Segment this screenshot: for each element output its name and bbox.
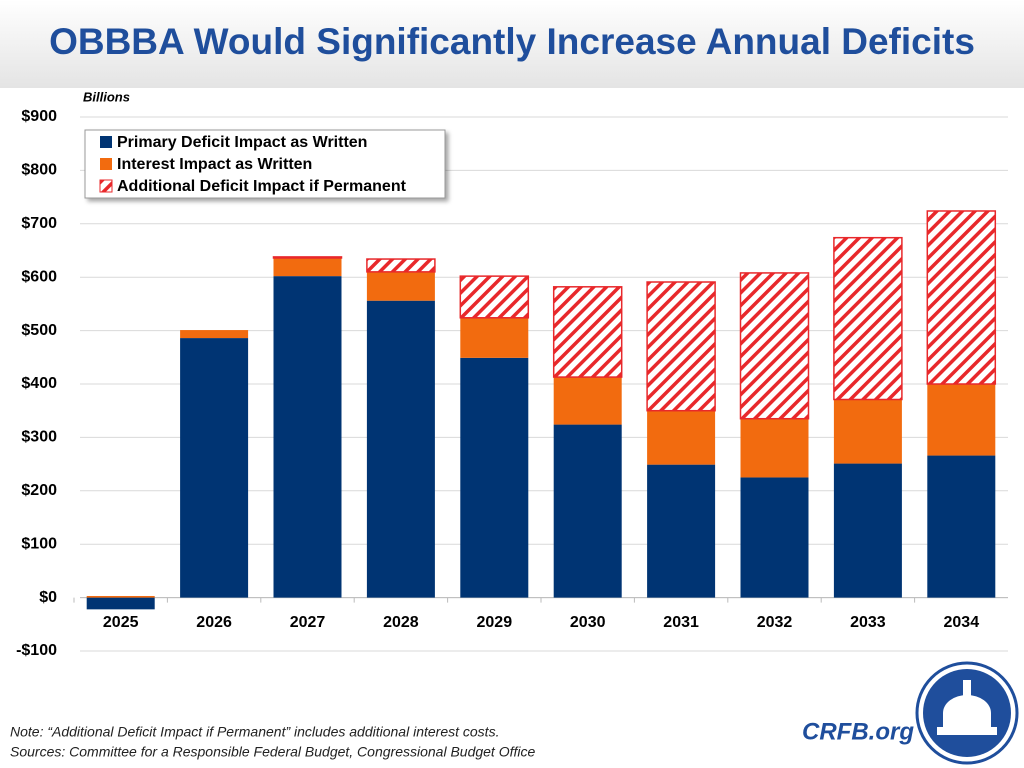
bar (180, 330, 249, 339)
bar (86, 595, 155, 598)
legend-swatch (100, 158, 112, 170)
brand: CRFB.org (802, 718, 914, 745)
legend-box (84, 129, 446, 199)
bar (552, 286, 623, 378)
bar (273, 276, 342, 598)
x-tick-label: 2029 (477, 614, 513, 631)
bar (460, 357, 529, 598)
bar (86, 597, 155, 610)
y-tick-label: $600 (21, 268, 57, 285)
legend-label: Additional Deficit Impact if Permanent (117, 178, 407, 195)
x-tick-label: 2026 (196, 614, 232, 631)
x-tick-label: 2032 (757, 614, 793, 631)
bar (833, 236, 903, 401)
bar (927, 384, 996, 456)
y-tick-label: $100 (21, 535, 57, 552)
bar (647, 464, 716, 598)
y-tick-label: $900 (21, 108, 57, 125)
bar (926, 210, 997, 385)
legend-swatch (99, 179, 113, 193)
y-tick-label: $500 (21, 322, 57, 339)
legend-label: Primary Deficit Impact as Written (117, 134, 367, 151)
bar (273, 257, 342, 277)
bar (927, 455, 996, 598)
header-band (0, 0, 1024, 88)
x-tick-label: 2028 (383, 614, 419, 631)
bar (740, 477, 809, 598)
y-tick-label: $300 (21, 429, 57, 446)
y-tick-label: $0 (39, 589, 57, 606)
bar (459, 275, 530, 319)
legend-swatch (100, 136, 112, 148)
x-tick-label: 2034 (944, 614, 980, 631)
y-tick-label: -$100 (16, 642, 57, 659)
y-tick-label: $400 (21, 375, 57, 392)
y-tick-label: $800 (21, 162, 57, 179)
y-tick-label: $200 (21, 482, 57, 499)
legend: Primary Deficit Impact as Written Interes… (84, 129, 446, 199)
bar (739, 272, 810, 420)
bar (272, 256, 343, 259)
bar (553, 424, 622, 598)
bar (833, 399, 902, 464)
bar (366, 271, 435, 301)
bar (646, 281, 716, 412)
x-tick-label: 2030 (570, 614, 606, 631)
bar (460, 317, 529, 358)
logo (915, 661, 1019, 765)
x-tick-label: 2027 (290, 614, 326, 631)
x-tick-label: 2033 (850, 614, 886, 631)
bar (740, 418, 809, 478)
bar (833, 463, 902, 598)
legend-label: Interest Impact as Written (117, 156, 312, 173)
y-tick-label: $700 (21, 215, 57, 232)
x-tick-label: 2031 (663, 614, 699, 631)
bar (366, 300, 435, 598)
bar (647, 410, 716, 465)
note: Note: “Additional Deficit Impact if Perm… (10, 724, 499, 740)
bar (180, 338, 249, 598)
x-tick-label: 2025 (103, 614, 139, 631)
bar (553, 377, 622, 425)
source: Sources: Committee for a Responsible Fed… (10, 744, 535, 760)
bar (366, 258, 436, 273)
y-axis-label: Billions (83, 89, 130, 104)
chart-title: OBBBA Would Significantly Increase Annua… (49, 21, 975, 62)
